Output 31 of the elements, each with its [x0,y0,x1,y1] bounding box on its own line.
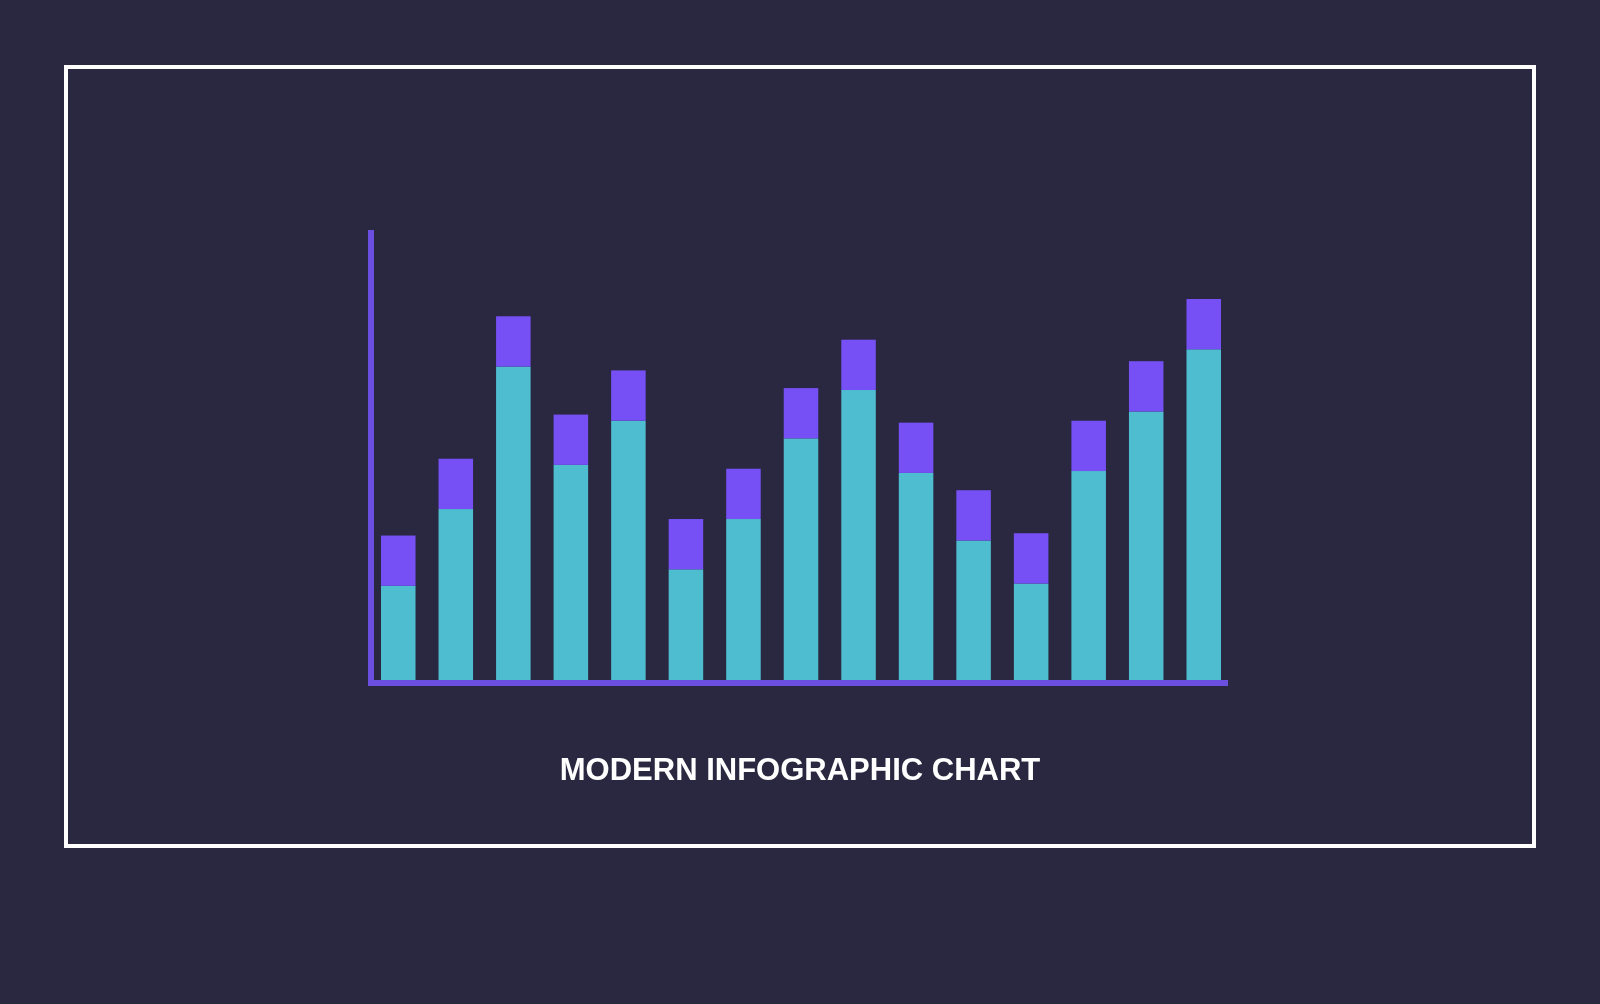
bar [381,585,416,683]
bar [1071,420,1106,472]
bar [1128,411,1164,683]
bar [1013,533,1049,584]
bar [611,370,646,421]
bar [783,388,819,439]
bar [841,390,876,683]
bar [668,519,704,570]
bar [438,458,474,510]
bar [841,339,876,391]
bar [438,509,474,683]
bar [1071,471,1106,683]
bar [1186,299,1221,350]
bar [783,438,819,683]
bar [1013,583,1049,683]
bar [956,540,991,683]
bar [956,490,991,541]
bar [898,472,934,683]
bar [553,414,589,465]
text: MODERN INFOGRAPHIC CHART [559,752,1041,787]
bar [668,569,704,683]
bar [553,464,589,683]
bar [726,468,761,520]
bar [496,366,531,683]
bar [1128,361,1164,412]
bar [496,316,531,367]
bar [1186,349,1221,683]
bar [726,519,761,683]
bar [898,422,934,473]
bar [381,535,416,586]
bar [611,420,646,683]
